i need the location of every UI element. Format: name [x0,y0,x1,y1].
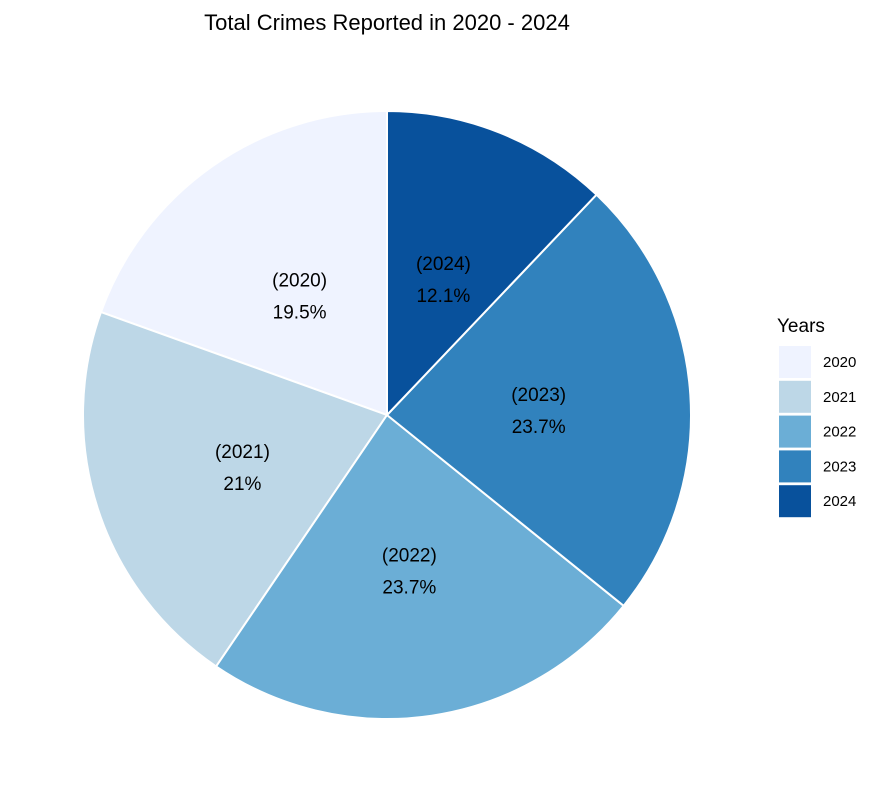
slice-label-year-2022: (2022) [382,545,437,566]
slice-label-percent-2022: 23.7% [382,577,436,598]
chart-title: Total Crimes Reported in 2020 - 2024 [204,10,570,35]
legend-swatch-2022 [779,415,811,448]
legend-label-2022: 2022 [823,424,856,441]
legend-swatch-2021 [779,380,811,413]
slice-label-year-2020: (2020) [272,271,327,292]
slice-label-percent-2023: 23.7% [512,417,566,438]
pie-slice-2021 [82,310,389,668]
pie-slice-2023 [385,193,692,608]
slice-label-percent-2021: 21% [223,474,261,495]
legend-swatch-2023 [779,450,811,483]
legend-title: Years [777,316,825,337]
slice-label-year-2023: (2023) [511,385,566,406]
pie-slices [82,109,692,720]
legend-label-2020: 2020 [823,354,856,371]
slice-labels: (2020) 19.5% (2021) 21% (2022) 23.7% (2023) 23.… [215,254,566,598]
slice-label-year-2021: (2021) [215,442,270,463]
pie-slice-2022 [214,413,626,720]
slice-label-year-2024: (2024) [416,254,471,275]
pie-slice-2020 [99,109,388,417]
slice-label-percent-2024: 12.1% [416,286,470,307]
pie-slice-2024 [386,109,598,418]
legend-items: 2020 2021 2022 2023 2024 [779,346,856,518]
legend-label-2024: 2024 [823,493,856,510]
legend-swatch-2024 [779,485,811,518]
slice-label-percent-2020: 19.5% [273,303,327,324]
legend-label-2023: 2023 [823,458,856,475]
legend-swatch-2020 [779,346,811,378]
legend: Years 2020 2021 2022 2023 2024 [777,316,856,518]
legend-label-2021: 2021 [823,389,856,406]
